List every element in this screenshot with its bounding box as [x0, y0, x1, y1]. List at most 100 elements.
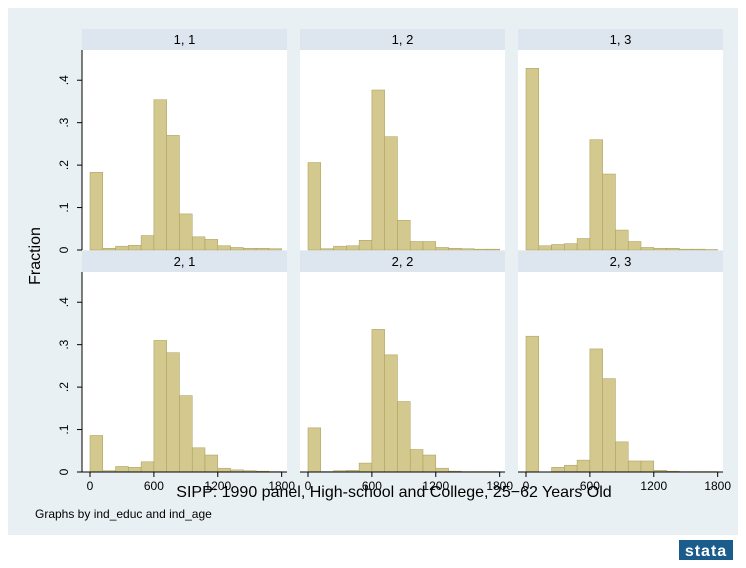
- histogram-bar: [89, 435, 104, 473]
- panel-21: 2, 1 0 .1 .2 .3 .4 0 600 1200 1800: [57, 251, 295, 493]
- histogram-bar: [576, 459, 591, 473]
- stata-logo-box: [679, 540, 733, 560]
- x-tick-label: 600: [580, 479, 600, 493]
- histogram-bar: [243, 248, 257, 251]
- histogram-bar: [204, 239, 219, 251]
- histogram-bar: [486, 248, 500, 251]
- panel-strip-label: 1, 2: [392, 32, 414, 47]
- y-tick-label: 0: [57, 246, 71, 253]
- panel-22: 2, 2 0 600 1200 1800: [300, 251, 513, 493]
- histogram-bar: [666, 248, 680, 251]
- histogram-bar: [525, 68, 540, 251]
- histogram-bar: [320, 248, 334, 251]
- histogram-bar: [461, 248, 475, 251]
- histogram-bar: [255, 248, 270, 251]
- x-tick-label: 0: [523, 479, 530, 493]
- stata-logo-text: stata: [685, 543, 727, 560]
- histogram-bar: [346, 245, 360, 251]
- panel-plot-area: [518, 272, 723, 472]
- y-tick-label: .2: [57, 160, 71, 170]
- histogram-bar: [307, 162, 322, 251]
- y-axis-title: Fraction: [27, 227, 44, 285]
- histogram-bar: [128, 245, 142, 251]
- x-tick-label: 600: [144, 479, 164, 493]
- histogram-bar: [358, 462, 373, 473]
- y-tick-label: .1: [57, 202, 71, 212]
- panel-strip: [518, 29, 723, 50]
- y-tick-label: 0: [57, 468, 71, 475]
- x-tick-label: 0: [87, 479, 94, 493]
- histogram-bar: [191, 236, 206, 251]
- histogram-bar: [409, 449, 424, 473]
- histogram-bar: [564, 464, 578, 473]
- panel-strip-label: 1, 3: [610, 32, 632, 47]
- y-tick-label: .2: [57, 382, 71, 392]
- stata-logo: stata: [679, 540, 733, 560]
- panel-plot-area: [518, 50, 723, 250]
- histogram-bar: [448, 248, 462, 251]
- histogram-bar: [128, 467, 142, 473]
- histogram-bar: [564, 243, 578, 251]
- panel-23: 2, 3 0 600 1200 1800: [518, 251, 731, 493]
- histogram-bar: [615, 229, 629, 251]
- histogram-bar: [217, 467, 231, 473]
- histogram-bar: [435, 467, 449, 473]
- histogram-bar: [653, 248, 667, 251]
- histogram-bar: [384, 136, 398, 251]
- panel-11: 1, 1 0 .1 .2 .3 .4: [57, 29, 287, 253]
- histogram-bar: [615, 441, 629, 473]
- histogram-bar: [217, 245, 231, 251]
- histogram-bar: [140, 235, 155, 251]
- panel-12: 1, 2: [300, 29, 505, 251]
- panel-strip: [518, 251, 723, 272]
- histogram-bar: [397, 401, 411, 473]
- panel-plot-area: [300, 50, 505, 250]
- histogram-bar: [371, 329, 385, 473]
- histogram-bar: [397, 220, 411, 251]
- histogram-bar: [435, 247, 449, 251]
- histogram-bar: [140, 461, 155, 473]
- histogram-bar: [691, 248, 706, 251]
- histogram-bar: [589, 348, 603, 473]
- histogram-bar: [179, 213, 193, 251]
- y-tick-label: .3: [57, 117, 71, 127]
- histogram-bar: [589, 139, 603, 251]
- panel-strip-label: 1, 1: [174, 32, 196, 47]
- histogram-bar: [384, 354, 398, 473]
- panel-strip: [82, 29, 287, 50]
- histogram-bar: [166, 135, 180, 251]
- histogram-bar: [422, 241, 437, 251]
- histogram-bar: [179, 395, 193, 473]
- histogram-bar: [473, 248, 488, 251]
- histogram-bar: [153, 99, 167, 251]
- panel-strip-label: 2, 3: [610, 254, 632, 269]
- x-tick-label: 1200: [422, 479, 449, 493]
- panel-strip: [300, 29, 505, 50]
- x-tick-label: 600: [362, 479, 382, 493]
- histogram-bar: [576, 238, 591, 251]
- histogram-bar: [602, 173, 616, 251]
- histogram-bar: [153, 340, 167, 473]
- panel-strip-label: 2, 1: [174, 254, 196, 269]
- y-tick-label: .4: [57, 75, 71, 85]
- histogram-bar: [115, 245, 129, 251]
- histogram-bar: [551, 244, 565, 251]
- histogram-bar: [602, 378, 616, 473]
- histogram-bar: [102, 248, 116, 251]
- histogram-bar: [679, 248, 693, 251]
- panel-strip-label: 2, 2: [392, 254, 414, 269]
- histogram-bar: [268, 248, 282, 251]
- histogram-bar: [627, 241, 642, 251]
- panel-strip: [300, 251, 505, 272]
- histogram-bar: [640, 247, 655, 251]
- histogram-bar: [627, 460, 642, 473]
- histogram-bar: [551, 467, 565, 473]
- histogram-bar: [115, 466, 129, 473]
- histogram-bar: [89, 172, 104, 251]
- x-tick-label: 1200: [204, 479, 231, 493]
- x-axis-title: SIPP: 1990 panel, High-school and Colleg…: [176, 484, 611, 501]
- x-tick-label: 1200: [640, 479, 667, 493]
- histogram-bar: [358, 239, 373, 251]
- histogram-bar: [409, 241, 424, 251]
